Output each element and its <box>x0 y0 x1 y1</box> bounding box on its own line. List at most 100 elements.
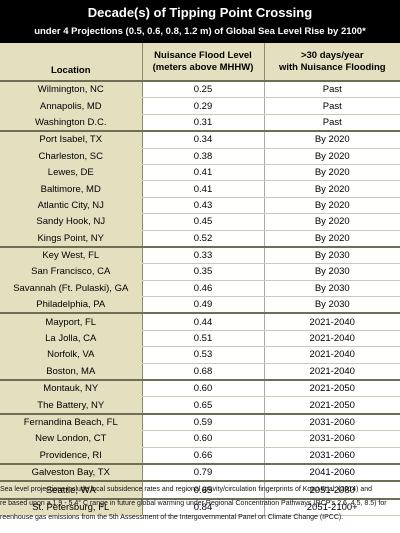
decade-cell: 2031-2060 <box>264 447 400 465</box>
decade-cell: Past <box>264 81 400 99</box>
location-cell: Fernandina Beach, FL <box>0 413 143 432</box>
location-cell: Montauk, NY <box>0 380 143 398</box>
decade-cell: 2021-2040 <box>264 363 400 382</box>
flood-level-cell: 0.59 <box>142 413 265 432</box>
table-row: Sandy Hook, NJ 0.45 By 2020 <box>0 213 400 231</box>
flood-level-cell: 0.49 <box>142 296 265 315</box>
table-row: Montauk, NY 0.60 2021-2050 <box>0 380 400 398</box>
table-row: St. Petersburg, FL 0.84 2051-2100+ <box>0 498 400 517</box>
table-row: Annapolis, MD 0.29 Past <box>0 97 400 115</box>
location-cell: Baltimore, MD <box>0 180 143 198</box>
table-row: Providence, RI 0.66 2031-2060 <box>0 447 400 465</box>
flood-level-cell: 0.35 <box>142 263 265 281</box>
location-cell: New London, CT <box>0 430 143 448</box>
decade-cell: Past <box>264 114 400 133</box>
header-flood-level: Nuisance Flood Level (meters above MHHW) <box>142 43 265 82</box>
location-cell: Galveston Bay, TX <box>0 463 143 483</box>
location-cell: Wilmington, NC <box>0 81 143 99</box>
flood-level-cell: 0.60 <box>142 380 265 398</box>
header-location: Location <box>0 43 143 82</box>
footnote-line-2: re based upon a 1.9 - 5.4° C range in fu… <box>0 500 387 507</box>
decade-cell: 2031-2060 <box>264 430 400 448</box>
decade-cell: 2021-2040 <box>264 346 400 364</box>
header-days: >30 days/year with Nuisance Flooding <box>264 43 400 82</box>
table-row: Norfolk, VA 0.53 2021-2040 <box>0 346 400 364</box>
flood-level-cell: 0.53 <box>142 346 265 364</box>
table-row: Galveston Bay, TX 0.79 2041-2060 <box>0 463 400 483</box>
location-cell: Port Isabel, TX <box>0 131 143 149</box>
flood-level-cell: 0.44 <box>142 313 265 331</box>
decade-cell: 2021-2040 <box>264 330 400 348</box>
table-row: La Jolla, CA 0.51 2021-2040 <box>0 330 400 348</box>
flood-level-cell: 0.65 <box>142 481 265 500</box>
decade-cell: By 2020 <box>264 131 400 149</box>
flood-level-cell: 0.34 <box>142 131 265 149</box>
table-row: Boston, MA 0.68 2021-2040 <box>0 363 400 382</box>
table-subtitle: under 4 Projections (0.5, 0.6, 0.8, 1.2 … <box>34 26 366 37</box>
flood-level-cell: 0.38 <box>142 148 265 165</box>
flood-level-cell: 0.43 <box>142 197 265 215</box>
decade-cell: By 2020 <box>264 164 400 182</box>
title-block: Decade(s) of Tipping Point Crossing unde… <box>0 0 400 43</box>
location-cell: Lewes, DE <box>0 164 143 182</box>
table-row: New London, CT 0.60 2031-2060 <box>0 430 400 448</box>
decade-cell: By 2020 <box>264 213 400 231</box>
header-flood-level-line2: (meters above MHHW) <box>152 61 254 73</box>
footnote: Sea level projections include local subs… <box>0 483 400 525</box>
location-cell: St. Petersburg, FL <box>0 498 143 517</box>
location-cell: The Battery, NY <box>0 396 143 415</box>
location-cell: Washington D.C. <box>0 114 143 133</box>
table-row: Mayport, FL 0.44 2021-2040 <box>0 313 400 331</box>
decade-cell: By 2030 <box>264 280 400 298</box>
location-cell: Philadelphia, PA <box>0 296 143 315</box>
flood-level-cell: 0.41 <box>142 164 265 182</box>
location-cell: Key West, FL <box>0 246 143 265</box>
table-body: Wilmington, NC 0.25 Past Annapolis, MD 0.29 P… <box>0 81 400 517</box>
location-cell: Mayport, FL <box>0 313 143 331</box>
header-days-line1: >30 days/year <box>300 49 364 61</box>
flood-level-cell: 0.33 <box>142 246 265 265</box>
decade-cell: By 2030 <box>264 246 400 265</box>
footnote-line-3: reenhouse gas emissions from the 5th Ass… <box>0 514 344 521</box>
flood-level-cell: 0.79 <box>142 463 265 483</box>
decade-cell: By 2020 <box>264 197 400 215</box>
table-row: Atlantic City, NJ 0.43 By 2020 <box>0 197 400 215</box>
decade-cell: 2021-2050 <box>264 380 400 398</box>
location-cell: Kings Point, NY <box>0 230 143 248</box>
location-cell: Savannah (Ft. Pulaski), GA <box>0 280 143 298</box>
decade-cell: By 2030 <box>264 263 400 281</box>
location-cell: Boston, MA <box>0 363 143 382</box>
flood-level-cell: 0.66 <box>142 447 265 465</box>
header-flood-level-line1: Nuisance Flood Level <box>154 49 252 61</box>
decade-cell: 2031-2060 <box>264 413 400 432</box>
flood-level-cell: 0.65 <box>142 396 265 415</box>
table-row: Philadelphia, PA 0.49 By 2030 <box>0 296 400 315</box>
table-row: Washington D.C. 0.31 Past <box>0 114 400 133</box>
location-cell: Annapolis, MD <box>0 97 143 115</box>
decade-cell: 2021-2050 <box>264 396 400 415</box>
table-row: Savannah (Ft. Pulaski), GA 0.46 By 2030 <box>0 280 400 298</box>
flood-level-cell: 0.31 <box>142 114 265 133</box>
decade-cell: By 2020 <box>264 148 400 165</box>
flood-level-cell: 0.41 <box>142 180 265 198</box>
tipping-point-table: Location Nuisance Flood Level (meters ab… <box>0 43 400 517</box>
decade-cell: By 2020 <box>264 230 400 248</box>
flood-level-cell: 0.25 <box>142 81 265 99</box>
table-row: Baltimore, MD 0.41 By 2020 <box>0 180 400 198</box>
flood-level-cell: 0.68 <box>142 363 265 382</box>
location-cell: Sandy Hook, NJ <box>0 213 143 231</box>
table-row: The Battery, NY 0.65 2021-2050 <box>0 396 400 415</box>
location-cell: Atlantic City, NJ <box>0 197 143 215</box>
table-row: Charleston, SC 0.38 By 2020 <box>0 148 400 165</box>
flood-level-cell: 0.52 <box>142 230 265 248</box>
header-days-line2: with Nuisance Flooding <box>278 61 386 73</box>
flood-level-cell: 0.60 <box>142 430 265 448</box>
footnote-line-1: Sea level projections include local subs… <box>0 486 372 493</box>
table-row: Lewes, DE 0.41 By 2020 <box>0 164 400 182</box>
flood-level-cell: 0.51 <box>142 330 265 348</box>
table-row: Wilmington, NC 0.25 Past <box>0 81 400 99</box>
decade-cell: 2051-2080 <box>264 481 400 500</box>
decade-cell: 2021-2040 <box>264 313 400 331</box>
decade-cell: Past <box>264 97 400 115</box>
table-row: Key West, FL 0.33 By 2030 <box>0 246 400 265</box>
